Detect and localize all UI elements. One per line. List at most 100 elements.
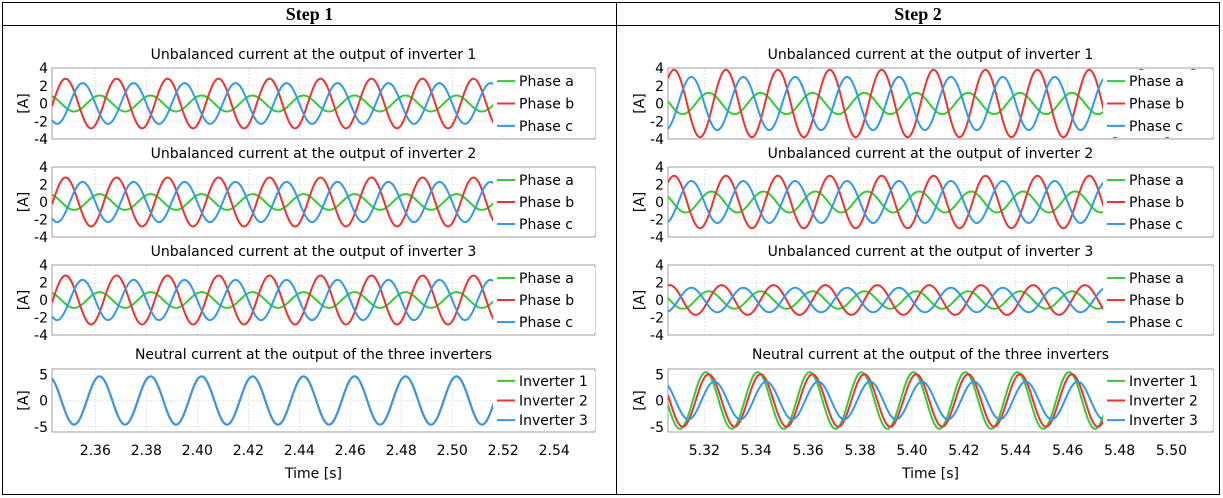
step2-panel4-y-axis-label: [A] bbox=[632, 390, 648, 411]
step2-panel1-y-tick-label: -4 bbox=[650, 132, 664, 148]
step2-panel3-legend-label: Phase a bbox=[1129, 271, 1184, 287]
step1-panel3-legend-label: Phase a bbox=[519, 271, 574, 287]
step1-panel3-y-tick-label: -2 bbox=[34, 311, 48, 327]
step2-panel2-y-tick-label: -2 bbox=[650, 213, 664, 229]
step1-panel4-legend-label: Inverter 3 bbox=[519, 413, 588, 429]
step2-panel4-legend-label: Inverter 2 bbox=[1129, 394, 1198, 410]
column-divider bbox=[616, 3, 617, 494]
step1-panel2-y-tick-label: 2 bbox=[39, 178, 48, 194]
step2-panel1-y-tick-label: 4 bbox=[655, 61, 664, 77]
step2-panel2-y-tick-label: 0 bbox=[655, 195, 664, 211]
step2-x-tick-label: 5.48 bbox=[1104, 443, 1135, 459]
step2-x-tick-label: 5.32 bbox=[689, 443, 720, 459]
step2-panel4-legend-label: Inverter 3 bbox=[1129, 413, 1198, 429]
step1-x-tick-label: 2.36 bbox=[80, 443, 111, 459]
step1-x-tick-label: 2.42 bbox=[233, 443, 264, 459]
step1-panel3-y-axis-label: [A] bbox=[16, 290, 32, 311]
step2-panel3-legend-label: Phase c bbox=[1129, 315, 1183, 331]
step2-x-tick-label: 5.50 bbox=[1156, 443, 1187, 459]
step1-panel4-y-tick-label: 5 bbox=[39, 367, 48, 383]
step2-x-tick-label: 5.46 bbox=[1052, 443, 1083, 459]
step1-panel2-legend-label: Phase a bbox=[519, 173, 574, 189]
step2-panel1-legend-label: Phase b bbox=[1129, 97, 1184, 113]
step1-panel3-title: Unbalanced current at the output of inve… bbox=[151, 244, 477, 260]
step1-x-tick-label: 2.52 bbox=[488, 443, 519, 459]
step2-panel2-legend-label: Phase c bbox=[1129, 217, 1183, 233]
step2-panel1-y-tick-label: 2 bbox=[655, 79, 664, 95]
step2-panel3-y-tick-label: 0 bbox=[655, 293, 664, 309]
step2-x-tick-label: 5.38 bbox=[844, 443, 875, 459]
step2-panel2-y-axis-label: [A] bbox=[632, 192, 648, 213]
step1-panel1-y-tick-label: -2 bbox=[34, 114, 48, 130]
step1-panel3-y-tick-label: 4 bbox=[39, 258, 48, 274]
step1-panel4-title: Neutral current at the output of the thr… bbox=[135, 347, 492, 363]
step1-x-tick-label: 2.40 bbox=[182, 443, 213, 459]
step1-panel4-y-tick-label: -5 bbox=[34, 420, 48, 436]
step1-panel1-legend-label: Phase c bbox=[519, 119, 573, 135]
step2-panel3-y-tick-label: 4 bbox=[655, 258, 664, 274]
step2-panel1-y-axis-label: [A] bbox=[632, 93, 648, 114]
step1-panel1-y-tick-label: 4 bbox=[39, 61, 48, 77]
step1-panel1-legend-label: Phase a bbox=[519, 74, 574, 90]
step2-panel3-y-axis-label: [A] bbox=[632, 290, 648, 311]
step2-panel2-title: Unbalanced current at the output of inve… bbox=[768, 146, 1094, 162]
step2-panel4-y-tick-label: 0 bbox=[655, 394, 664, 410]
step2-x-tick-label: 5.42 bbox=[948, 443, 979, 459]
step1-panel3-y-tick-label: 0 bbox=[39, 293, 48, 309]
step1-panel1-y-tick-label: 2 bbox=[39, 79, 48, 95]
step2-panel2-y-tick-label: -4 bbox=[650, 230, 664, 246]
step1-panel4-legend-label: Inverter 2 bbox=[519, 394, 588, 410]
step2-panel2-legend-label: Phase b bbox=[1129, 195, 1184, 211]
step1-panel1-y-tick-label: -4 bbox=[34, 132, 48, 148]
step1-x-tick-label: 2.54 bbox=[539, 443, 570, 459]
step1-panel2-legend-label: Phase b bbox=[519, 195, 574, 211]
step1-x-tick-label: 2.44 bbox=[284, 443, 315, 459]
step1-panel1-legend-label: Phase b bbox=[519, 97, 574, 113]
step2-panel1-y-tick-label: -2 bbox=[650, 114, 664, 130]
step2-panel1-y-tick-label: 0 bbox=[655, 97, 664, 113]
step2-panel4-y-tick-label: -5 bbox=[650, 420, 664, 436]
step1-x-tick-label: 2.38 bbox=[131, 443, 162, 459]
step-2-header: Step 2 bbox=[894, 4, 942, 24]
header-divider bbox=[3, 25, 1219, 26]
step2-panel4-y-tick-label: 5 bbox=[655, 367, 664, 383]
step1-x-tick-label: 2.46 bbox=[335, 443, 366, 459]
step2-panel1-legend-label: Phase c bbox=[1129, 119, 1183, 135]
step2-panel1-title: Unbalanced current at the output of inve… bbox=[768, 47, 1094, 63]
step1-x-tick-label: 2.50 bbox=[437, 443, 468, 459]
step2-x-tick-label: 5.36 bbox=[793, 443, 824, 459]
step2-panel2-y-tick-label: 2 bbox=[655, 178, 664, 194]
step2-panel2-legend-label: Phase a bbox=[1129, 173, 1184, 189]
step2-panel3-y-tick-label: -2 bbox=[650, 311, 664, 327]
step1-panel3-y-tick-label: -4 bbox=[34, 328, 48, 344]
step2-panel2-y-tick-label: 4 bbox=[655, 160, 664, 176]
step-1-header: Step 1 bbox=[285, 4, 334, 24]
step1-panel2-y-tick-label: 0 bbox=[39, 195, 48, 211]
step2-x-tick-label: 5.40 bbox=[896, 443, 927, 459]
step2-panel4-legend-label: Inverter 1 bbox=[1129, 374, 1198, 390]
step2-panel3-title: Unbalanced current at the output of inve… bbox=[768, 244, 1094, 260]
step2-panel3-y-tick-label: 2 bbox=[655, 276, 664, 292]
step1-panel2-y-tick-label: -4 bbox=[34, 230, 48, 246]
step1-panel2-y-axis-label: [A] bbox=[16, 192, 32, 213]
step2-x-tick-label: 5.44 bbox=[1000, 443, 1031, 459]
step1-x-axis-label: Time [s] bbox=[284, 466, 342, 482]
step2-panel1-legend-label: Phase a bbox=[1129, 74, 1184, 90]
step1-panel4-legend-label: Inverter 1 bbox=[519, 374, 588, 390]
step1-panel2-title: Unbalanced current at the output of inve… bbox=[151, 146, 477, 162]
step2-panel4-title: Neutral current at the output of the thr… bbox=[752, 347, 1109, 363]
step1-panel2-legend-label: Phase c bbox=[519, 217, 573, 233]
step2-panel3-legend-label: Phase b bbox=[1129, 293, 1184, 309]
step1-panel2-y-tick-label: -2 bbox=[34, 213, 48, 229]
step1-x-tick-label: 2.48 bbox=[386, 443, 417, 459]
step2-x-tick-label: 5.34 bbox=[741, 443, 772, 459]
step1-panel3-y-tick-label: 2 bbox=[39, 276, 48, 292]
step1-panel4-y-axis-label: [A] bbox=[16, 390, 32, 411]
step2-panel3-y-tick-label: -4 bbox=[650, 328, 664, 344]
step1-panel3-legend-label: Phase b bbox=[519, 293, 574, 309]
step1-panel2-y-tick-label: 4 bbox=[39, 160, 48, 176]
step1-panel4-y-tick-label: 0 bbox=[39, 394, 48, 410]
step1-panel3-legend-label: Phase c bbox=[519, 315, 573, 331]
